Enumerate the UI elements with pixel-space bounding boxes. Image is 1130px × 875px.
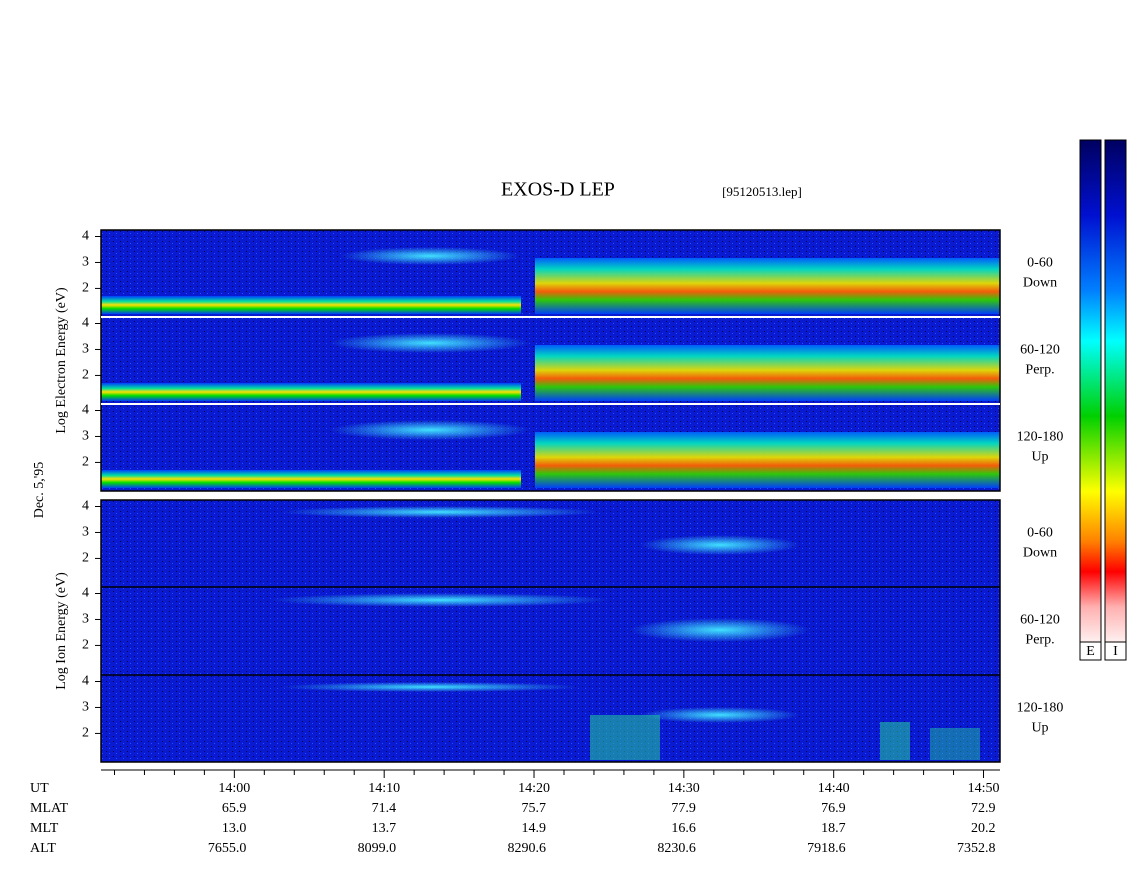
- channel-label: Perp.: [1025, 363, 1054, 378]
- x-tick-label: 14:40: [818, 781, 850, 796]
- x-tick-label: 14:30: [668, 781, 700, 796]
- orbit-value: 71.4: [372, 801, 397, 816]
- orbit-value: 7352.8: [957, 841, 996, 856]
- colorbar-label: E: [1086, 644, 1095, 659]
- spectrogram-image: [100, 229, 1001, 763]
- channel-label: 0-60: [1027, 526, 1053, 541]
- y-tick-label: 4: [82, 229, 89, 244]
- y-axis-label: Log Ion Energy (eV): [54, 572, 69, 690]
- channel-label: 60-120: [1020, 613, 1060, 628]
- y-tick-label: 4: [82, 674, 89, 689]
- y-tick-label: 3: [82, 525, 89, 540]
- orbit-value: 20.2: [971, 821, 996, 836]
- chart-title: EXOS-D LEP: [501, 179, 615, 201]
- orbit-value: 75.7: [522, 801, 547, 816]
- y-tick-label: 2: [82, 281, 89, 296]
- channel-label: 120-180: [1017, 701, 1064, 716]
- row-label: ALT: [30, 841, 56, 856]
- orbit-value: 8290.6: [508, 841, 547, 856]
- channel-label: Down: [1023, 546, 1057, 561]
- x-tick-label: 14:20: [518, 781, 550, 796]
- x-tick-label: 14:00: [218, 781, 250, 796]
- y-tick-label: 2: [82, 368, 89, 383]
- orbit-value: 7655.0: [208, 841, 247, 856]
- colorbars: [1079, 139, 1127, 661]
- orbit-value: 8230.6: [657, 841, 696, 856]
- y-axis-label: Log Electron Energy (eV): [54, 287, 69, 434]
- channel-label: Up: [1031, 721, 1048, 736]
- x-tick-label: 14:10: [368, 781, 400, 796]
- y-tick-label: 3: [82, 429, 89, 444]
- y-tick-label: 2: [82, 455, 89, 470]
- y-tick-label: 2: [82, 638, 89, 653]
- x-tick-label: 14:50: [968, 781, 1000, 796]
- date-label: Dec. 5,'95: [32, 462, 47, 519]
- orbit-value: 13.0: [222, 821, 247, 836]
- channel-label: 120-180: [1017, 430, 1064, 445]
- channel-label: Up: [1031, 450, 1048, 465]
- orbit-value: 18.7: [821, 821, 846, 836]
- y-tick-label: 3: [82, 255, 89, 270]
- orbit-value: 77.9: [671, 801, 696, 816]
- y-tick-label: 3: [82, 342, 89, 357]
- y-tick-label: 4: [82, 316, 89, 331]
- orbit-value: 13.7: [372, 821, 397, 836]
- channel-label: Perp.: [1025, 633, 1054, 648]
- row-label: UT: [30, 781, 49, 796]
- orbit-value: 7918.6: [807, 841, 846, 856]
- y-tick-label: 3: [82, 612, 89, 627]
- orbit-value: 76.9: [821, 801, 846, 816]
- orbit-value: 14.9: [522, 821, 547, 836]
- y-tick-label: 2: [82, 726, 89, 741]
- channel-label: Down: [1023, 276, 1057, 291]
- chart-subtitle: [95120513.lep]: [722, 184, 802, 199]
- orbit-value: 8099.0: [358, 841, 397, 856]
- colorbar-label: I: [1113, 644, 1118, 659]
- orbit-value: 16.6: [671, 821, 696, 836]
- row-label: MLAT: [30, 801, 69, 816]
- y-tick-label: 4: [82, 586, 89, 601]
- orbit-value: 65.9: [222, 801, 247, 816]
- channel-label: 60-120: [1020, 343, 1060, 358]
- row-label: MLT: [30, 821, 59, 836]
- orbit-value: 72.9: [971, 801, 996, 816]
- y-tick-label: 2: [82, 551, 89, 566]
- y-tick-label: 3: [82, 700, 89, 715]
- y-tick-label: 4: [82, 499, 89, 514]
- y-tick-label: 4: [82, 403, 89, 418]
- channel-label: 0-60: [1027, 256, 1053, 271]
